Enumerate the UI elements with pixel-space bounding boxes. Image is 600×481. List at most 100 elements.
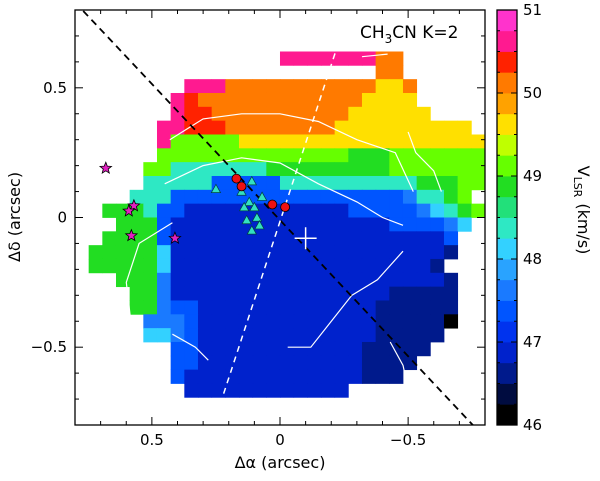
heatmap-cell [389, 231, 404, 246]
title-rest: CN K=2 [392, 23, 458, 43]
heatmap-cell [375, 341, 390, 357]
colorbar-tick-label: 46 [523, 416, 542, 434]
colorbar-title-unit: (km/s) [574, 203, 593, 254]
heatmap-cell [225, 341, 240, 357]
heatmap-cell [320, 92, 336, 108]
heatmap-cell [443, 162, 459, 177]
heatmap-cell [184, 383, 199, 398]
heatmap-cell [443, 203, 459, 218]
heatmap-cell [279, 369, 295, 384]
heatmap-cell [143, 314, 158, 329]
heatmap-cell [375, 369, 390, 384]
heatmap-cell [402, 106, 418, 122]
heatmap-cell [334, 51, 349, 66]
heatmap-cell [334, 245, 349, 260]
heatmap-cell [279, 341, 295, 357]
heatmap-cell [156, 286, 172, 301]
heatmap-cell [279, 162, 295, 177]
heatmap-cell [238, 383, 254, 398]
heatmap-cell [184, 79, 199, 94]
heatmap-cell [143, 162, 158, 177]
heatmap-cell [184, 314, 199, 329]
heatmap-cell [334, 231, 349, 246]
heatmap-cell [197, 245, 213, 260]
heatmap-cell [252, 272, 267, 288]
heatmap-cell [402, 162, 418, 177]
heatmap-cell [375, 355, 390, 371]
heatmap-cell [266, 286, 281, 301]
heatmap-cell [211, 369, 226, 384]
heatmap-cell [88, 258, 103, 274]
heatmap-cell [197, 300, 213, 315]
heatmap-cell [443, 231, 459, 246]
heatmap-cell [307, 162, 322, 177]
heatmap-cell [129, 217, 144, 232]
heatmap-cell [293, 300, 308, 315]
markers [98, 161, 317, 250]
heatmap-cell [115, 245, 131, 260]
heatmap-cell [334, 217, 349, 232]
heatmap-cell [143, 217, 158, 232]
heatmap-cell [184, 134, 199, 149]
heatmap-cell [389, 369, 404, 384]
heatmap-cell [361, 314, 377, 329]
heatmap-cell [156, 300, 172, 315]
heatmap-cell [402, 314, 418, 329]
heatmap-cell [238, 79, 254, 94]
heatmap-cell [252, 245, 267, 260]
y-axis-title: Δδ (arcsec) [5, 172, 24, 262]
heatmap-cell [184, 341, 199, 357]
heatmap-cell [348, 272, 363, 288]
heatmap-cell [348, 79, 363, 94]
colorbar-segment [497, 10, 517, 32]
heatmap-cell [361, 272, 377, 288]
heatmap-cell [389, 314, 404, 329]
heatmap-cell [443, 245, 459, 260]
heatmap-cell [416, 245, 431, 260]
heatmap-cell [184, 106, 199, 122]
triangle-marker [244, 196, 255, 206]
heatmap-cell [320, 134, 336, 149]
heatmap-cell [334, 286, 349, 301]
heatmap-cell [266, 92, 281, 108]
heatmap-cell [225, 272, 240, 288]
heatmap-cell [252, 231, 267, 246]
heatmap-cell [211, 92, 226, 108]
heatmap-cell [88, 245, 103, 260]
heatmap-cell [361, 189, 377, 205]
heatmap-cell [197, 286, 213, 301]
heatmap-cell [197, 231, 213, 246]
white-dashed-line [212, 10, 350, 425]
heatmap-cell [471, 134, 485, 149]
heatmap-cell [375, 258, 390, 274]
heatmap-cell [225, 383, 240, 398]
heatmap-cell [184, 369, 199, 384]
heatmap-cell [238, 369, 254, 384]
heatmap-cell [430, 175, 445, 191]
heatmap-cell [348, 328, 363, 343]
heatmap-cell [375, 175, 390, 191]
heatmap-cell [443, 272, 459, 288]
heatmap-cell [375, 106, 390, 122]
heatmap-cell [334, 383, 349, 398]
heatmap-cell [416, 134, 431, 149]
heatmap-cell [320, 217, 336, 232]
heatmap-cell [361, 328, 377, 343]
triangle-marker [238, 201, 250, 212]
heatmap-cell [156, 120, 172, 135]
heatmap-cell [389, 286, 404, 301]
heatmap-cell [430, 300, 445, 315]
heatmap-cell [225, 92, 240, 108]
heatmap-cell [361, 92, 377, 108]
heatmap-cell [115, 217, 131, 232]
heatmap-cell [334, 134, 349, 149]
heatmap-cell [184, 258, 199, 274]
heatmap-cell [252, 328, 267, 343]
contour-line [172, 403, 186, 413]
heatmap-cell [389, 92, 404, 108]
heatmap-cell [375, 245, 390, 260]
heatmap-cell [361, 231, 377, 246]
heatmap-cell [334, 79, 349, 94]
heatmap-cell [279, 300, 295, 315]
